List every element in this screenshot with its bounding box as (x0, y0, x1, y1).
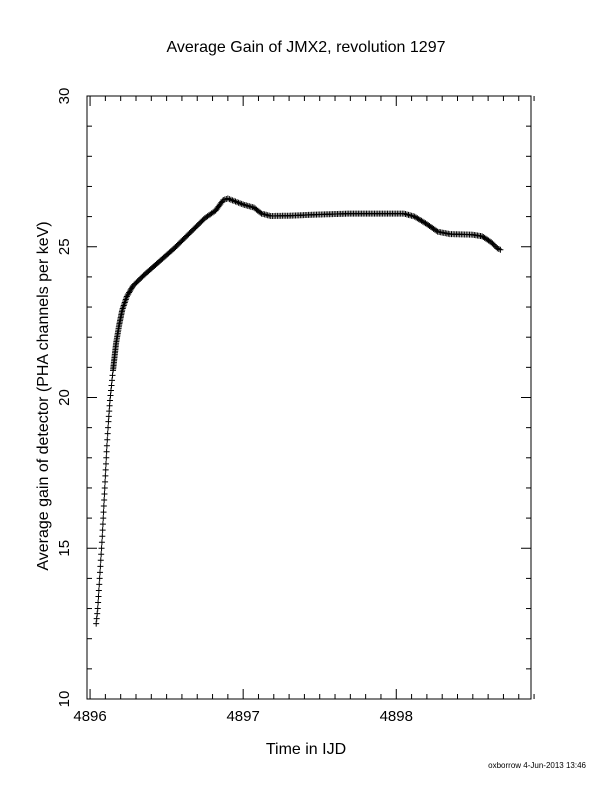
data-point (96, 581, 103, 588)
data-point (121, 299, 128, 306)
data-point (102, 466, 109, 473)
data-point (105, 418, 112, 425)
data-point (94, 610, 101, 617)
x-axis-label: Time in IJD (266, 741, 346, 758)
data-point (119, 307, 126, 314)
data-point (107, 387, 114, 394)
data-point (93, 620, 100, 627)
y-tick-label: 10 (56, 691, 73, 708)
data-point (103, 454, 110, 461)
data-point (108, 382, 115, 389)
data-point (99, 521, 106, 528)
data-point (98, 551, 105, 558)
data-point (109, 372, 116, 379)
data-point (102, 478, 109, 485)
y-tick-label: 15 (56, 540, 73, 557)
data-point (99, 527, 106, 534)
data-point (105, 424, 112, 431)
data-point (107, 392, 114, 399)
data-point (121, 301, 128, 308)
data-point (257, 209, 264, 216)
data-point (109, 377, 116, 384)
data-point (99, 533, 106, 540)
plot-frame (86, 95, 532, 700)
data-point (93, 615, 100, 622)
data-point (97, 569, 104, 576)
data-points (93, 195, 504, 627)
data-point (103, 442, 110, 449)
data-point (104, 430, 111, 437)
data-point (101, 490, 108, 497)
x-axis-ticks (89, 96, 535, 699)
data-point (104, 436, 111, 443)
x-axis-tick-labels: 4896 4897 4898 (73, 708, 413, 725)
y-axis-ticks (87, 95, 531, 700)
data-point (101, 497, 108, 504)
x-tick-label: 4898 (380, 708, 413, 725)
data-point (102, 472, 109, 479)
data-point (102, 460, 109, 467)
data-point (97, 557, 104, 564)
chart-title: Average Gain of JMX2, revolution 1297 (167, 39, 446, 56)
data-point (119, 305, 126, 312)
y-axis-label: Average gain of detector (PHA channels p… (35, 221, 52, 570)
data-point (106, 408, 113, 415)
data-point (100, 503, 107, 510)
y-tick-label: 25 (56, 238, 73, 255)
data-point (95, 593, 102, 600)
data-point (101, 484, 108, 491)
footer-credit: oxborrow 4-Jun-2013 13:46 (488, 761, 586, 770)
data-point (95, 587, 102, 594)
data-point (96, 575, 103, 582)
x-tick-label: 4896 (73, 708, 106, 725)
y-tick-label: 20 (56, 389, 73, 406)
data-point (497, 246, 504, 253)
data-point (97, 563, 104, 570)
data-point (98, 539, 105, 546)
data-point (120, 304, 127, 311)
x-tick-label: 4897 (226, 708, 259, 725)
data-point (120, 302, 127, 309)
data-point (103, 448, 110, 455)
y-tick-label: 30 (56, 88, 73, 105)
y-axis-tick-labels: 10 15 20 25 30 (56, 88, 73, 708)
data-point (106, 402, 113, 409)
data-point (106, 397, 113, 404)
data-point (122, 298, 129, 305)
data-point (100, 515, 107, 522)
data-point (100, 509, 107, 516)
data-point (94, 605, 101, 612)
data-point (95, 599, 102, 606)
data-point (433, 227, 440, 234)
data-point (105, 413, 112, 420)
data-point (98, 545, 105, 552)
